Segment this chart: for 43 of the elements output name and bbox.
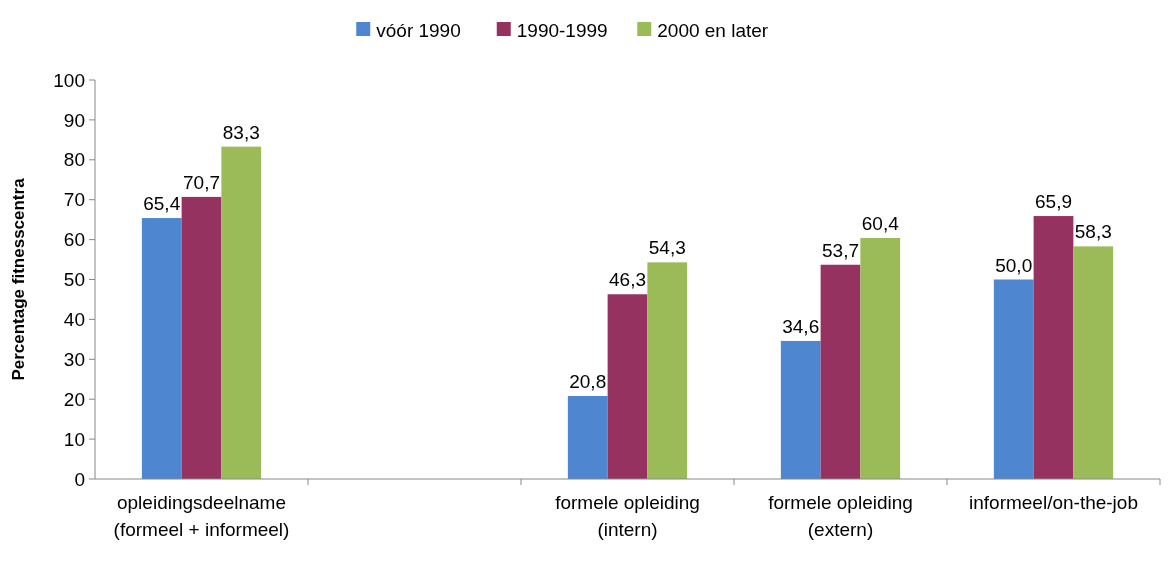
bar [993, 279, 1034, 479]
bar [647, 262, 688, 479]
data-label: 58,3 [1074, 221, 1112, 243]
y-tick-label: 70 [63, 189, 85, 211]
bar [1033, 216, 1074, 479]
data-label: 70,7 [183, 171, 220, 193]
data-label: 34,6 [782, 315, 820, 337]
data-label: 53,7 [822, 239, 859, 261]
y-tick-label: 90 [63, 109, 85, 131]
x-tick-label: formele opleiding (intern) [555, 492, 700, 540]
bar [567, 396, 608, 479]
bar [181, 196, 222, 479]
y-axis-title: Percentage fitnesscentra [9, 177, 28, 381]
bar [607, 294, 648, 479]
bar [141, 218, 182, 479]
bar [1073, 246, 1114, 479]
data-label: 83,3 [222, 121, 260, 143]
y-tick-label: 60 [63, 229, 85, 251]
y-tick-label: 40 [63, 309, 85, 331]
y-tick-label: 20 [63, 388, 85, 410]
legend-label: vóór 1990 [376, 19, 461, 41]
y-tick-label: 10 [63, 428, 85, 450]
bar [780, 340, 821, 479]
data-label: 60,4 [861, 213, 900, 234]
bar [820, 264, 861, 479]
data-label: 65,4 [143, 193, 181, 215]
x-tick-label: formele opleiding (extern) [768, 492, 913, 540]
x-tick-label: informeel/on-the-job [969, 492, 1138, 513]
legend-label: 1990-1999 [516, 19, 608, 41]
x-tick-label: opleidingsdeelname (formeel + informeel) [113, 492, 290, 540]
bar [860, 238, 901, 479]
legend-label: 2000 en later [657, 19, 769, 41]
data-label: 50,0 [995, 254, 1033, 276]
data-label: 54,3 [648, 237, 686, 259]
data-label: 65,9 [1035, 191, 1072, 213]
y-tick-label: 50 [63, 269, 85, 291]
y-tick-label: 0 [74, 468, 85, 490]
y-tick-label: 100 [53, 69, 85, 91]
y-tick-label: 80 [63, 149, 85, 171]
data-label: 46,3 [609, 269, 646, 291]
bar [221, 146, 262, 479]
y-tick-label: 30 [63, 348, 85, 370]
data-label: 20,8 [569, 371, 607, 393]
